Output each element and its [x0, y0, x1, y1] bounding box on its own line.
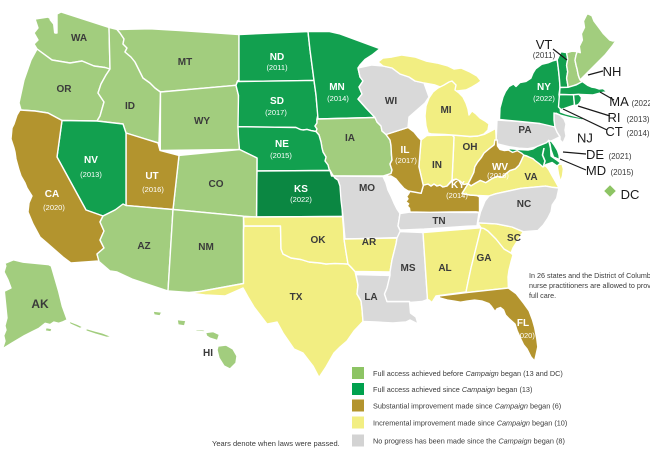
svg-text:IA: IA: [345, 133, 355, 144]
svg-text:(2015): (2015): [610, 168, 633, 177]
svg-text:NM: NM: [198, 242, 214, 253]
svg-text:AK: AK: [31, 297, 49, 311]
svg-text:MD: MD: [586, 163, 606, 178]
svg-text:MS: MS: [401, 263, 416, 274]
svg-text:SD: SD: [270, 96, 284, 107]
svg-text:WA: WA: [71, 33, 87, 44]
svg-text:(2011): (2011): [266, 63, 288, 72]
svg-text:(2022): (2022): [290, 195, 312, 204]
svg-text:(2014): (2014): [626, 129, 649, 138]
svg-text:UT: UT: [145, 171, 158, 182]
svg-text:MA: MA: [609, 94, 629, 109]
svg-text:(2014): (2014): [446, 191, 468, 200]
svg-text:KY: KY: [451, 180, 465, 191]
svg-text:OR: OR: [57, 84, 73, 95]
svg-text:NE: NE: [275, 139, 289, 150]
svg-text:WY: WY: [194, 116, 210, 127]
svg-text:No progress has been made sinc: No progress has been made since the Camp…: [373, 437, 565, 446]
svg-text:NH: NH: [603, 64, 622, 79]
svg-text:GA: GA: [477, 253, 492, 264]
svg-text:WI: WI: [385, 96, 397, 107]
svg-text:(2011): (2011): [533, 51, 556, 60]
svg-text:(2013): (2013): [80, 170, 102, 179]
svg-text:NV: NV: [84, 155, 98, 166]
svg-text:FL: FL: [517, 318, 529, 329]
svg-text:TN: TN: [432, 216, 445, 227]
svg-text:PA: PA: [518, 125, 531, 136]
svg-text:IN: IN: [432, 160, 442, 171]
svg-text:CA: CA: [45, 189, 59, 200]
svg-text:(2014): (2014): [327, 94, 349, 103]
svg-text:(2013): (2013): [626, 115, 649, 124]
svg-text:nurse practitioners are allowe: nurse practitioners are allowed to provi…: [529, 281, 650, 290]
svg-text:MT: MT: [178, 57, 192, 68]
svg-text:HI: HI: [203, 348, 213, 359]
svg-text:LA: LA: [364, 292, 377, 303]
svg-text:VA: VA: [524, 172, 537, 183]
svg-text:OH: OH: [463, 142, 478, 153]
svg-text:TX: TX: [290, 292, 303, 303]
svg-text:(2016): (2016): [487, 171, 509, 180]
svg-text:MN: MN: [329, 82, 345, 93]
svg-text:AR: AR: [362, 237, 377, 248]
svg-text:AZ: AZ: [137, 241, 150, 252]
svg-text:Years denote when laws were pa: Years denote when laws were passed.: [212, 439, 340, 448]
svg-text:MO: MO: [359, 183, 375, 194]
svg-text:CO: CO: [209, 179, 224, 190]
svg-text:(2017): (2017): [395, 156, 417, 165]
svg-text:(2022): (2022): [631, 99, 650, 108]
svg-text:NJ: NJ: [577, 131, 593, 146]
svg-text:DC: DC: [621, 187, 640, 202]
svg-text:(2021): (2021): [608, 152, 631, 161]
svg-text:full care.: full care.: [529, 291, 556, 300]
svg-text:DE: DE: [586, 147, 604, 162]
svg-text:Substantial improvement made s: Substantial improvement made since Campa…: [373, 402, 561, 411]
svg-text:RI: RI: [608, 110, 621, 125]
svg-text:(2017): (2017): [265, 108, 287, 117]
svg-text:NY: NY: [537, 82, 551, 93]
svg-text:WV: WV: [492, 162, 508, 173]
svg-text:(2020): (2020): [43, 203, 65, 212]
svg-text:(2015): (2015): [270, 151, 292, 160]
svg-text:VT: VT: [536, 37, 553, 52]
svg-text:NC: NC: [517, 199, 531, 210]
svg-text:In 26 states and the District: In 26 states and the District of Columbi…: [529, 271, 650, 280]
svg-text:ID: ID: [125, 101, 135, 112]
svg-text:IL: IL: [401, 145, 410, 156]
svg-text:(2022): (2022): [533, 94, 555, 103]
svg-text:ND: ND: [270, 52, 284, 63]
svg-text:OK: OK: [311, 235, 327, 246]
svg-text:(2016): (2016): [142, 185, 164, 194]
svg-text:Incremental improvement made s: Incremental improvement made since Campa…: [373, 419, 567, 428]
svg-text:SC: SC: [507, 233, 521, 244]
svg-text:(2020): (2020): [513, 331, 535, 340]
svg-text:MI: MI: [440, 105, 451, 116]
svg-text:CT: CT: [605, 124, 622, 139]
svg-text:AL: AL: [438, 263, 451, 274]
svg-text:Full access achieved before Ca: Full access achieved before Campaign beg…: [373, 369, 563, 378]
svg-text:KS: KS: [294, 184, 308, 195]
svg-text:Full access achieved since Cam: Full access achieved since Campaign bega…: [373, 385, 532, 394]
